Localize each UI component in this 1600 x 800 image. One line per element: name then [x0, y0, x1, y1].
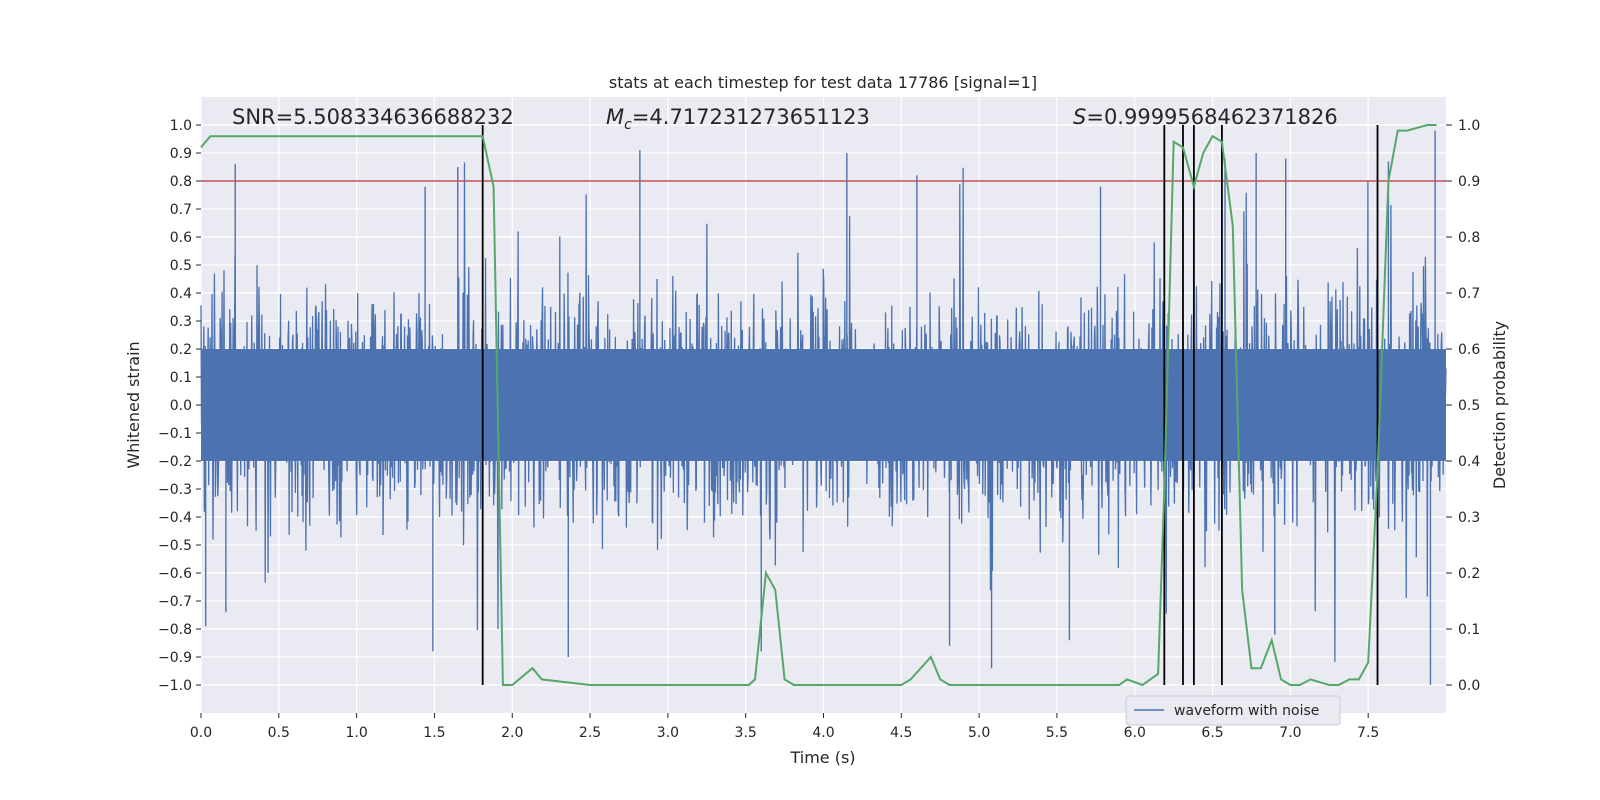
- waveform-core: [201, 349, 1446, 461]
- x-tick-label: 5.0: [968, 725, 990, 741]
- y-left-axis-ticks: 1.0 0.9 0.8 0.7 0.6 0.5 0.4 0.3 0.2 0.1 0.0 −0.1 −0.…: [158, 118, 201, 694]
- x-tick-label: 0.0: [190, 725, 212, 741]
- trigger-lines: [481, 125, 1379, 685]
- y-right-tick-label: 0.4: [1458, 454, 1480, 470]
- s-annotation: S=0.9999568462371826: [1073, 105, 1338, 129]
- y-left-tick-label: 0.0: [170, 398, 192, 414]
- y-left-tick-label: 0.8: [170, 174, 192, 190]
- mc-annotation: Mc=4.717231273651123: [606, 105, 870, 133]
- probability-series: [200, 124, 1437, 687]
- y-left-tick-label: 0.4: [170, 286, 192, 302]
- y-right-tick-label: 0.6: [1458, 342, 1480, 358]
- x-tick-label: 7.0: [1279, 725, 1301, 741]
- x-tick-label: 3.5: [735, 725, 757, 741]
- y-left-tick-label: 0.7: [170, 202, 192, 218]
- y-right-tick-label: 0.8: [1458, 230, 1480, 246]
- y-left-tick-label: −0.4: [158, 510, 192, 526]
- x-tick-label: 2.0: [501, 725, 523, 741]
- y-left-tick-label: 0.1: [170, 370, 192, 386]
- y-left-tick-label: −0.5: [158, 538, 192, 554]
- y-left-tick-label: −0.3: [158, 482, 192, 498]
- y-right-tick-label: 0.2: [1458, 566, 1480, 582]
- y-left-tick-label: −0.1: [158, 426, 192, 442]
- x-tick-label: 0.5: [268, 725, 290, 741]
- y-right-axis-ticks: 1.0 0.9 0.8 0.7 0.6 0.5 0.4 0.3 0.2 0.1 0.0: [1446, 118, 1480, 694]
- x-tick-label: 6.0: [1124, 725, 1146, 741]
- y-left-axis-label: Whitened strain: [124, 341, 143, 468]
- y-right-tick-label: 0.3: [1458, 510, 1480, 526]
- y-left-tick-label: −0.9: [158, 650, 192, 666]
- x-tick-label: 7.5: [1357, 725, 1379, 741]
- y-right-tick-label: 0.5: [1458, 398, 1480, 414]
- x-tick-label: 6.5: [1201, 725, 1223, 741]
- y-left-tick-label: 0.9: [170, 146, 192, 162]
- y-right-tick-label: 0.0: [1458, 678, 1480, 694]
- snr-annotation: SNR=5.508334636688232: [232, 105, 514, 129]
- y-left-tick-label: 0.2: [170, 342, 192, 358]
- y-right-tick-label: 1.0: [1458, 118, 1480, 134]
- y-left-tick-label: −0.8: [158, 622, 192, 638]
- x-tick-label: 1.0: [345, 725, 367, 741]
- y-right-tick-label: 0.1: [1458, 622, 1480, 638]
- y-left-tick-label: 0.5: [170, 258, 192, 274]
- x-tick-label: 5.5: [1046, 725, 1068, 741]
- y-right-tick-label: 0.7: [1458, 286, 1480, 302]
- chart-title: stats at each timestep for test data 177…: [609, 73, 1037, 92]
- x-axis-label: Time (s): [789, 748, 855, 767]
- x-tick-label: 3.0: [657, 725, 679, 741]
- y-left-tick-label: 1.0: [170, 118, 192, 134]
- legend-box: [1125, 695, 1341, 726]
- legend: waveform with noise: [1125, 695, 1341, 726]
- y-right-tick-label: 0.9: [1458, 174, 1480, 190]
- x-tick-label: 4.5: [890, 725, 912, 741]
- x-tick-label: 1.5: [423, 725, 445, 741]
- y-left-tick-label: 0.3: [170, 314, 192, 330]
- legend-label: waveform with noise: [1174, 703, 1319, 719]
- y-left-tick-label: −0.2: [158, 454, 192, 470]
- y-left-tick-label: −0.7: [158, 594, 192, 610]
- y-left-tick-label: −0.6: [158, 566, 192, 582]
- x-tick-label: 4.0: [812, 725, 834, 741]
- y-right-axis-label: Detection probability: [1490, 321, 1509, 489]
- y-left-tick-label: 0.6: [170, 230, 192, 246]
- probability-line: [200, 124, 1437, 687]
- y-left-tick-label: −1.0: [158, 678, 192, 694]
- x-tick-label: 2.5: [579, 725, 601, 741]
